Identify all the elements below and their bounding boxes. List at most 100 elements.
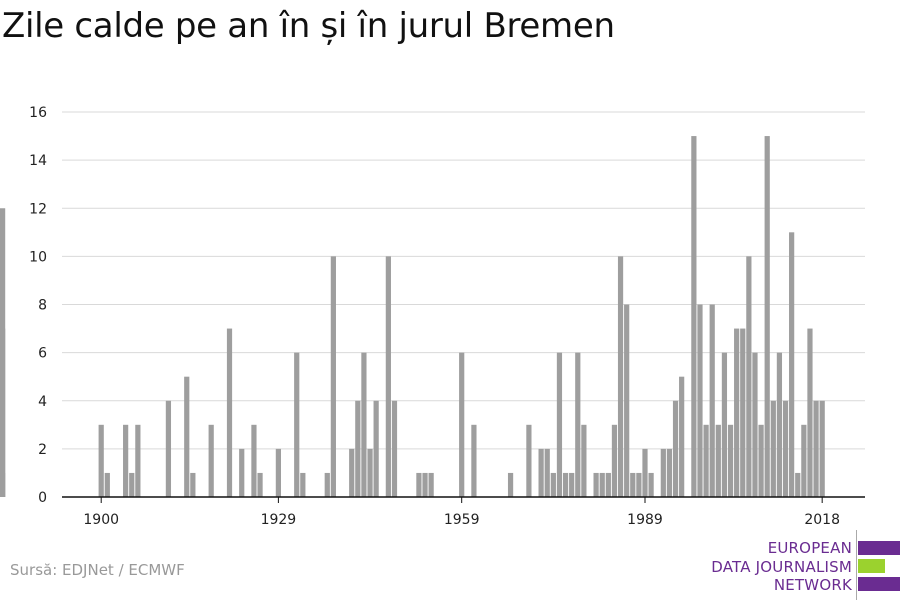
bar-1937 — [324, 472, 330, 497]
bar-2008 — [758, 424, 764, 497]
bar-1998 — [697, 304, 703, 497]
bar-1925 — [251, 424, 257, 497]
bar-2004 — [734, 328, 740, 497]
bar-1954 — [428, 472, 434, 497]
y-axis-ticks: 0 2 4 6 8 10 12 14 16 — [29, 105, 47, 506]
bar-2001 — [715, 424, 721, 497]
bar-1979 — [581, 424, 587, 497]
bar-1914 — [184, 376, 190, 497]
bar-1978 — [575, 352, 581, 498]
bar-2009 — [764, 136, 770, 497]
bar-1938 — [330, 256, 336, 498]
bar-2007 — [752, 352, 758, 498]
bar-1929 — [275, 448, 281, 498]
bar-2011 — [776, 352, 783, 498]
bar-1987 — [630, 472, 636, 497]
logo-bar-green — [858, 559, 885, 573]
bar-1961 — [471, 424, 477, 497]
bar-1905 — [129, 472, 135, 497]
edjnet-logo: EUROPEAN DATA JOURNALISM NETWORK — [700, 530, 900, 600]
logo-bar-purple-bottom — [858, 577, 900, 591]
bar-1975 — [556, 352, 563, 498]
bar-1901 — [104, 472, 110, 497]
bar-2013 — [789, 232, 795, 497]
logo-line-3: NETWORK — [773, 576, 852, 594]
bar-1974 — [550, 472, 556, 497]
bar-1941 — [349, 448, 355, 498]
bar-1948 — [391, 400, 398, 497]
bars — [0, 136, 825, 498]
bar-1970 — [526, 424, 532, 497]
bar-2016 — [807, 328, 813, 497]
bar-1983 — [605, 472, 611, 497]
bar-1984 — [611, 424, 618, 497]
bar-2002 — [721, 352, 728, 498]
bar-2014 — [795, 472, 801, 497]
y-tick-label: 4 — [38, 394, 47, 410]
bar-1945 — [373, 400, 379, 497]
logo-line-2: DATA JOURNALISM — [711, 558, 852, 576]
x-tick-label: 1989 — [627, 512, 663, 528]
bar-1911 — [165, 400, 172, 497]
bar-1997 — [691, 136, 697, 497]
bar-1994 — [672, 400, 679, 497]
bar-1995 — [679, 376, 685, 497]
bar-1943 — [361, 352, 367, 498]
bar-1942 — [355, 400, 361, 497]
logo-divider — [856, 530, 857, 600]
bar-2018 — [819, 400, 825, 497]
bar-1923 — [239, 448, 245, 498]
y-tick-label: 16 — [29, 105, 47, 121]
bar-1976 — [562, 472, 569, 497]
bar-2010 — [770, 400, 776, 497]
logo-bar-purple-top — [858, 541, 900, 555]
bar-1953 — [422, 472, 428, 497]
bar-2012 — [782, 400, 789, 497]
y-tick-label: 10 — [29, 249, 47, 265]
bar-2017 — [813, 400, 819, 497]
bar-1990 — [648, 472, 654, 497]
bar-1944 — [367, 448, 373, 498]
bar-2006 — [746, 256, 752, 498]
bar-1967 — [507, 472, 514, 497]
bar-2003 — [727, 424, 734, 497]
bar-1947 — [385, 256, 391, 498]
x-tick-label: 1900 — [83, 512, 119, 528]
bar-1973 — [544, 448, 550, 498]
bar-1906 — [135, 424, 141, 497]
bar-1992 — [660, 448, 666, 498]
bar-1921 — [226, 328, 233, 497]
bar-1933 — [300, 472, 306, 497]
y-tick-label: 14 — [29, 153, 47, 169]
y-tick-label: 0 — [38, 490, 47, 506]
y-tick-label: 6 — [38, 346, 47, 362]
bar-2015 — [801, 424, 807, 497]
bar-1900 — [98, 424, 104, 497]
x-axis-ticks: 1900 1929 1959 1989 2018 — [83, 497, 840, 528]
source-note: Sursă: EDJNet / ECMWF — [10, 561, 185, 579]
x-tick-label: 1929 — [261, 512, 297, 528]
x-tick-label: 1959 — [444, 512, 480, 528]
bar-2000 — [709, 304, 715, 497]
bar-1999 — [703, 424, 709, 497]
y-tick-label: 8 — [38, 298, 47, 314]
bar-1932 — [294, 352, 300, 498]
bar-1981 — [593, 472, 599, 497]
bar-1926 — [257, 472, 263, 497]
bar-undefined — [0, 208, 6, 497]
bar-2005 — [740, 328, 746, 497]
y-tick-label: 2 — [38, 442, 47, 458]
bar-1988 — [636, 472, 642, 497]
bar-1904 — [123, 424, 129, 497]
bar-1985 — [617, 256, 624, 498]
logo-line-1: EUROPEAN — [767, 539, 852, 557]
chart-title: Zile calde pe an în și în jurul Bremen — [2, 6, 615, 46]
bar-1993 — [666, 448, 673, 498]
y-tick-label: 12 — [29, 201, 47, 217]
bar-1918 — [208, 424, 214, 497]
bar-1959 — [459, 352, 465, 498]
bar-1915 — [190, 472, 196, 497]
bar-1952 — [416, 472, 422, 497]
bar-1982 — [599, 472, 605, 497]
